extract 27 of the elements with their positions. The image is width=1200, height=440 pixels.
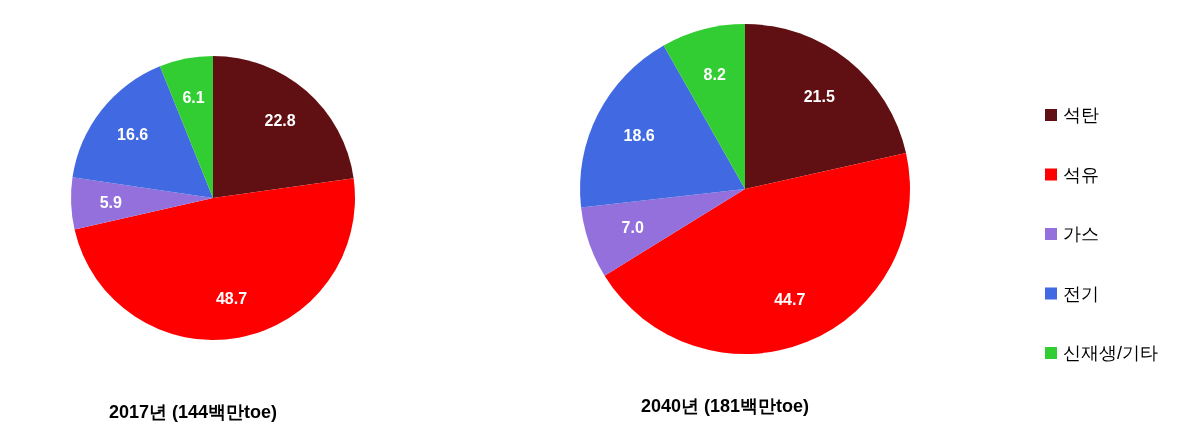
data-label: 22.8 bbox=[264, 112, 296, 130]
text: 2017년 (144백만toe) bbox=[108, 402, 278, 422]
pie-slice bbox=[72, 66, 213, 198]
legend-label: 신재생/기타 bbox=[1063, 343, 1159, 364]
pie-slice bbox=[213, 56, 354, 198]
data-label: 7.0 bbox=[621, 219, 644, 237]
pie-slice bbox=[159, 56, 213, 198]
legend-label: 석유 bbox=[1063, 164, 1099, 185]
pie-slice bbox=[745, 24, 907, 189]
data-label: 6.1 bbox=[182, 89, 205, 107]
legend-label: 석탄 bbox=[1063, 105, 1099, 126]
pie-slice bbox=[663, 24, 745, 189]
data-label: 5.9 bbox=[99, 193, 123, 211]
data-label: 16.6 bbox=[117, 126, 149, 144]
data-label: 18.6 bbox=[623, 126, 655, 144]
pie-slice bbox=[580, 45, 745, 208]
data-label: 21.5 bbox=[803, 87, 835, 105]
text: 2040년 (181백만toe) bbox=[640, 396, 810, 416]
legend-label: 전기 bbox=[1063, 283, 1099, 304]
pie-slice bbox=[604, 153, 910, 354]
legend-label: 가스 bbox=[1063, 224, 1099, 245]
data-label: 44.7 bbox=[774, 290, 806, 308]
data-label: 48.7 bbox=[215, 290, 248, 308]
pie-slice bbox=[71, 177, 213, 230]
pie-slice bbox=[74, 178, 355, 340]
pie-slice bbox=[581, 189, 745, 276]
data-label: 8.2 bbox=[703, 65, 726, 83]
